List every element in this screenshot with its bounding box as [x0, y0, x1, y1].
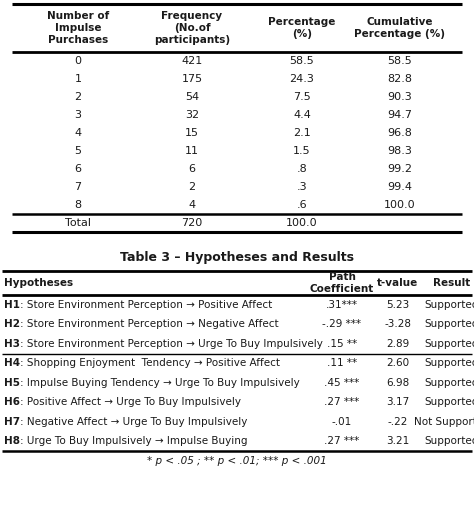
Text: Supported: Supported	[425, 378, 474, 388]
Text: -.29 ***: -.29 ***	[322, 319, 362, 329]
Text: H3: H3	[4, 339, 20, 349]
Text: Table 3 – Hypotheses and Results: Table 3 – Hypotheses and Results	[120, 251, 354, 264]
Text: 96.8: 96.8	[388, 128, 412, 138]
Text: 15: 15	[185, 128, 199, 138]
Text: t-value: t-value	[377, 278, 419, 288]
Text: Frequency
(No.of
participants): Frequency (No.of participants)	[154, 11, 230, 45]
Text: : Shopping Enjoyment  Tendency → Positive Affect: : Shopping Enjoyment Tendency → Positive…	[20, 358, 280, 368]
Text: 5: 5	[74, 146, 82, 156]
Text: H6: H6	[4, 397, 20, 407]
Text: 94.7: 94.7	[388, 110, 412, 120]
Text: 99.2: 99.2	[388, 164, 412, 174]
Text: 54: 54	[185, 92, 199, 102]
Text: 2: 2	[74, 92, 82, 102]
Text: Percentage
(%): Percentage (%)	[268, 17, 336, 39]
Text: Cumulative
Percentage (%): Cumulative Percentage (%)	[355, 17, 446, 39]
Text: 11: 11	[185, 146, 199, 156]
Text: 99.4: 99.4	[388, 182, 412, 192]
Text: : Store Environment Perception → Urge To Buy Impulsively: : Store Environment Perception → Urge To…	[20, 339, 323, 349]
Text: .3: .3	[297, 182, 307, 192]
Text: 1: 1	[74, 74, 82, 84]
Text: .27 ***: .27 ***	[324, 436, 360, 446]
Text: : Urge To Buy Impulsively → Impulse Buying: : Urge To Buy Impulsively → Impulse Buyi…	[20, 436, 247, 446]
Text: 1.5: 1.5	[293, 146, 311, 156]
Text: 100.0: 100.0	[286, 218, 318, 228]
Text: 7: 7	[74, 182, 82, 192]
Text: Supported: Supported	[425, 358, 474, 368]
Text: * p < .05 ; ** p < .01; *** p < .001: * p < .05 ; ** p < .01; *** p < .001	[147, 456, 327, 466]
Text: 8: 8	[74, 200, 82, 210]
Text: 3: 3	[74, 110, 82, 120]
Text: 32: 32	[185, 110, 199, 120]
Text: 2.89: 2.89	[386, 339, 410, 349]
Text: : Store Environment Perception → Negative Affect: : Store Environment Perception → Negativ…	[20, 319, 279, 329]
Text: 4: 4	[74, 128, 82, 138]
Text: 5.23: 5.23	[386, 300, 410, 310]
Text: Supported: Supported	[425, 397, 474, 407]
Text: Total: Total	[65, 218, 91, 228]
Text: 720: 720	[182, 218, 202, 228]
Text: : Impulse Buying Tendency → Urge To Buy Impulsively: : Impulse Buying Tendency → Urge To Buy …	[20, 378, 300, 388]
Text: Number of
Impulse
Purchases: Number of Impulse Purchases	[47, 11, 109, 45]
Text: 3.21: 3.21	[386, 436, 410, 446]
Text: .31***: .31***	[326, 300, 358, 310]
Text: 7.5: 7.5	[293, 92, 311, 102]
Text: 4: 4	[189, 200, 196, 210]
Text: 4.4: 4.4	[293, 110, 311, 120]
Text: 175: 175	[182, 74, 202, 84]
Text: H5: H5	[4, 378, 20, 388]
Text: 100.0: 100.0	[384, 200, 416, 210]
Text: 2.60: 2.60	[386, 358, 410, 368]
Text: 6: 6	[74, 164, 82, 174]
Text: .6: .6	[297, 200, 307, 210]
Text: 58.5: 58.5	[290, 56, 314, 66]
Text: Result: Result	[433, 278, 471, 288]
Text: H8: H8	[4, 436, 20, 446]
Text: -3.28: -3.28	[384, 319, 411, 329]
Text: 3.17: 3.17	[386, 397, 410, 407]
Text: H2: H2	[4, 319, 20, 329]
Text: : Negative Affect → Urge To Buy Impulsively: : Negative Affect → Urge To Buy Impulsiv…	[20, 417, 247, 427]
Text: 6: 6	[189, 164, 195, 174]
Text: : Positive Affect → Urge To Buy Impulsively: : Positive Affect → Urge To Buy Impulsiv…	[20, 397, 241, 407]
Text: 90.3: 90.3	[388, 92, 412, 102]
Text: .27 ***: .27 ***	[324, 397, 360, 407]
Text: 24.3: 24.3	[290, 74, 314, 84]
Text: .45 ***: .45 ***	[324, 378, 360, 388]
Text: 2: 2	[189, 182, 196, 192]
Text: H7: H7	[4, 417, 20, 427]
Text: .15 **: .15 **	[327, 339, 357, 349]
Text: Not Supported: Not Supported	[414, 417, 474, 427]
Text: Supported: Supported	[425, 436, 474, 446]
Text: .8: .8	[297, 164, 307, 174]
Text: 2.1: 2.1	[293, 128, 311, 138]
Text: 58.5: 58.5	[388, 56, 412, 66]
Text: Supported: Supported	[425, 339, 474, 349]
Text: 82.8: 82.8	[388, 74, 412, 84]
Text: 421: 421	[182, 56, 202, 66]
Text: .11 **: .11 **	[327, 358, 357, 368]
Text: Supported: Supported	[425, 319, 474, 329]
Text: Supported: Supported	[425, 300, 474, 310]
Text: : Store Environment Perception → Positive Affect: : Store Environment Perception → Positiv…	[20, 300, 272, 310]
Text: -.22: -.22	[388, 417, 408, 427]
Text: H1: H1	[4, 300, 20, 310]
Text: Path
Coefficient: Path Coefficient	[310, 272, 374, 294]
Text: 98.3: 98.3	[388, 146, 412, 156]
Text: H4: H4	[4, 358, 20, 368]
Text: 0: 0	[74, 56, 82, 66]
Text: 6.98: 6.98	[386, 378, 410, 388]
Text: -.01: -.01	[332, 417, 352, 427]
Text: Hypotheses: Hypotheses	[4, 278, 73, 288]
